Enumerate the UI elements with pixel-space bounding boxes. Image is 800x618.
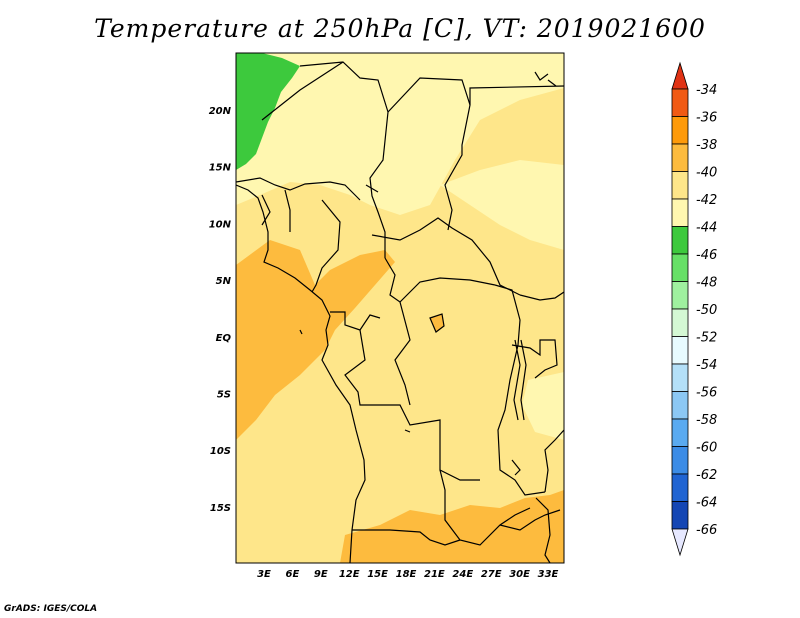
colorbar-swatch [671,418,689,447]
lon-tick-label: 18E [396,569,417,580]
lat-tick-label: 20N [209,106,232,117]
longitude-axis: 3E 6E 9E 12E 15E 18E 21E 24E 27E 30E 33E [257,569,558,580]
map-title: Temperature at 250hPa [C], VT: 201902160… [94,14,706,43]
lat-tick-label: EQ [216,333,232,344]
lon-tick-label: 9E [314,569,328,580]
colorbar: -34 -36 -38 -40 -42 -44 -46 -48 -50 -52 -54 -56 -58 -… [671,61,717,557]
colorbar-label: -40 [696,166,717,181]
lon-tick-label: 30E [509,569,530,580]
colorbar-label: -58 [696,413,717,428]
colorbar-swatch [671,501,689,530]
colorbar-label: -54 [696,358,717,373]
colorbar-swatch [671,336,689,365]
colorbar-label: -44 [696,221,717,236]
colorbar-label: -62 [696,468,717,483]
lat-tick-label: 10N [209,219,232,230]
field-region-atlantic [236,240,395,440]
lon-tick-label: 24E [452,569,473,580]
colorbar-swatch [671,253,689,282]
colorbar-label: -34 [696,83,717,98]
credit-label: GrADS: IGES/COLA [4,604,98,614]
field-region-sudan [440,160,564,250]
lon-tick-label: 12E [339,569,360,580]
latitude-axis: 20N 15N 10N 5N EQ 5S 10S 15S [209,106,232,514]
colorbar-swatch [671,281,689,310]
lon-tick-label: 6E [286,569,300,580]
coastlines-borders [236,61,564,563]
lat-tick-label: 5N [216,276,232,287]
colorbar-label: -38 [696,138,717,153]
map-frame [235,52,565,564]
colorbar-label: -36 [696,111,717,126]
colorbar-swatch [671,143,689,172]
colorbar-label: -46 [696,248,717,263]
colorbar-swatch [671,391,689,420]
colorbar-label: -66 [696,523,717,538]
field-region-cold [236,53,300,170]
colorbar-label: -50 [696,303,717,318]
field-region-sahara [236,53,564,215]
lat-tick-label: 10S [210,446,231,457]
field-region-south [340,490,564,563]
lon-tick-label: 27E [481,569,502,580]
lon-tick-label: 3E [257,569,271,580]
colorbar-label: -60 [696,441,717,456]
colorbar-swatch [671,473,689,502]
field-region-small [430,314,444,332]
colorbar-label: -64 [696,496,717,511]
colorbar-swatch [671,171,689,200]
lon-tick-label: 15E [367,569,388,580]
colorbar-under-arrow [671,528,689,557]
colorbar-label: -56 [696,386,717,401]
colorbar-swatch [671,363,689,392]
colorbar-over-arrow [671,61,689,90]
colorbar-label: -52 [696,331,717,346]
colorbar-label: -48 [696,276,717,291]
lat-tick-label: 15N [209,163,232,174]
lon-tick-label: 21E [424,569,445,580]
lat-tick-label: 15S [210,503,231,514]
lon-tick-label: 33E [538,569,559,580]
colorbar-swatch [671,446,689,475]
colorbar-swatch [671,116,689,145]
colorbar-swatch [671,198,689,227]
lat-tick-label: 5S [217,390,231,401]
temperature-field [236,53,564,563]
colorbar-swatch [671,226,689,255]
colorbar-label: -42 [696,193,717,208]
colorbar-swatch [671,88,689,117]
colorbar-swatch [671,308,689,337]
field-region-east [522,372,564,440]
